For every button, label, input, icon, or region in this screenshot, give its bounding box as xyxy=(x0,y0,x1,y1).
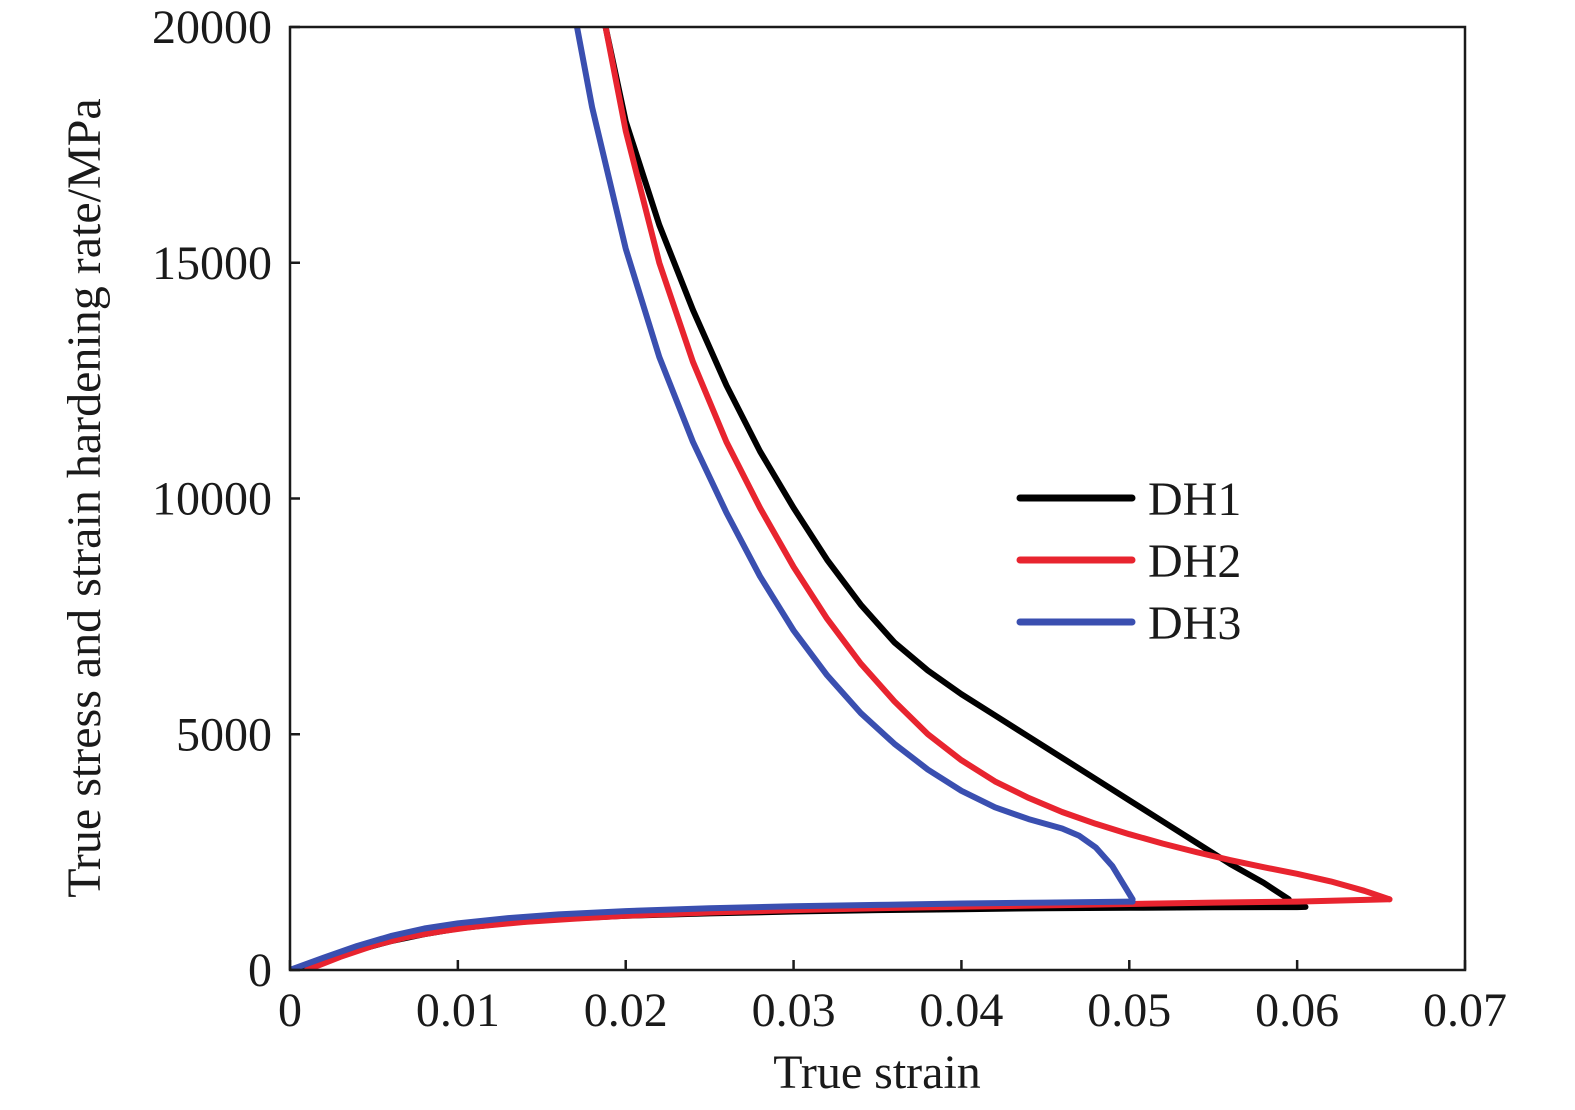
series-dh3-hardening-line xyxy=(574,27,1136,903)
x-tick-label: 0.06 xyxy=(1255,984,1339,1037)
legend-label-dh2: DH2 xyxy=(1148,535,1241,588)
x-tick-label: 0.05 xyxy=(1087,984,1171,1037)
series-dh1-hardening-line xyxy=(602,27,1292,903)
y-tick-label: 10000 xyxy=(152,473,272,526)
tick-layer: 0 0.01 0.02 0.03 0.04 0.05 0.06 0.07 0 5000 10000 1… xyxy=(152,1,1507,1037)
y-axis-label: True stress and strain hardening rate/MP… xyxy=(58,98,111,897)
x-tick-label: 0.02 xyxy=(584,984,668,1037)
legend: DH1 DH2 DH3 xyxy=(1016,473,1241,650)
series-dh2-hardening-line xyxy=(602,27,1393,903)
x-tick-label: 0.03 xyxy=(752,984,836,1037)
y-tick-label: 20000 xyxy=(152,1,272,54)
legend-label-dh3: DH3 xyxy=(1148,597,1241,650)
series-layer xyxy=(290,27,1393,970)
y-tick-label: 0 xyxy=(248,944,272,997)
series-dh1-stress-line xyxy=(290,903,1309,970)
x-tick-label: 0.01 xyxy=(416,984,500,1037)
x-axis-label: True strain xyxy=(773,1046,981,1099)
y-tick-label: 5000 xyxy=(176,708,272,761)
series-dh3-stress-line xyxy=(290,898,1136,970)
x-tick-label: 0.04 xyxy=(919,984,1003,1037)
x-tick-label: 0 xyxy=(278,984,302,1037)
plot-frame xyxy=(288,25,1467,972)
legend-label-dh1: DH1 xyxy=(1148,473,1241,526)
x-tick-label: 0.07 xyxy=(1423,984,1507,1037)
y-tick-label: 15000 xyxy=(152,237,272,290)
series-dh2-stress-line xyxy=(303,896,1393,970)
